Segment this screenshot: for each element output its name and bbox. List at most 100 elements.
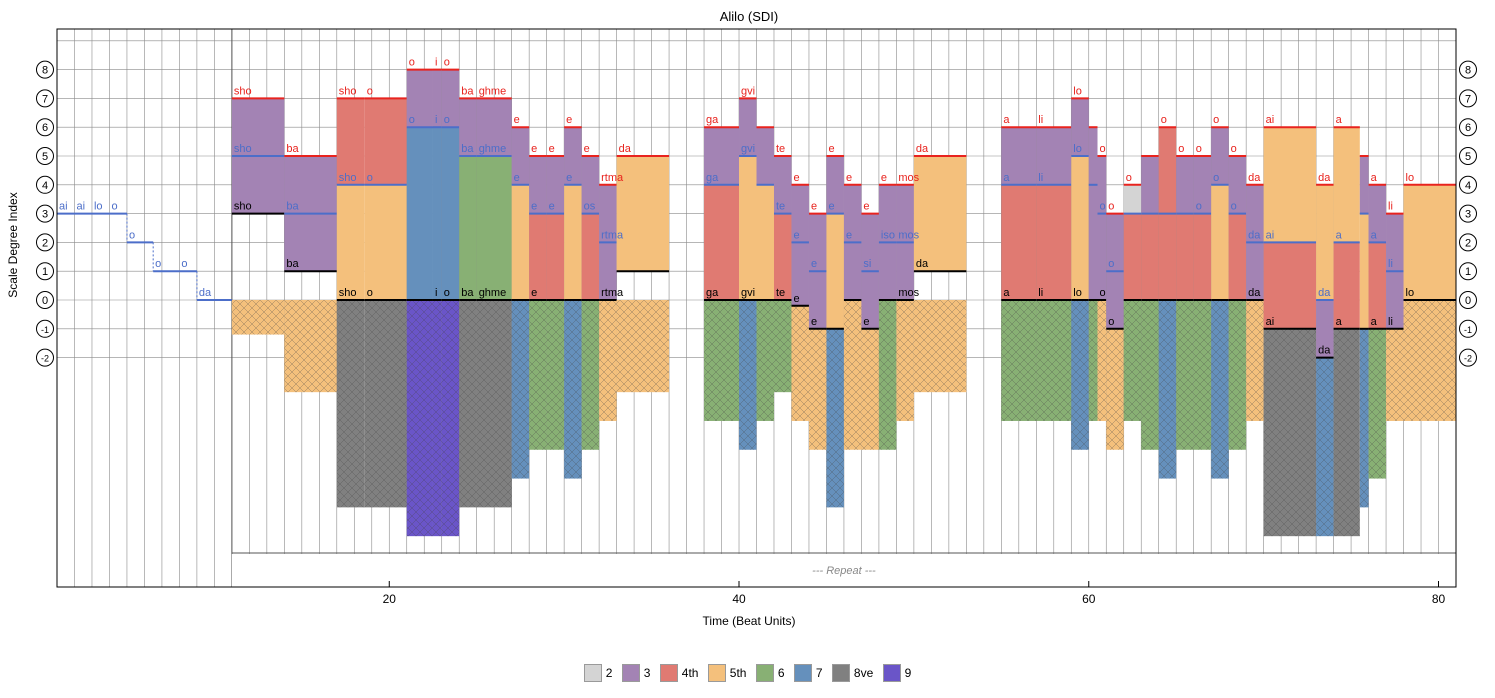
syllable-middle: rtma (601, 229, 624, 241)
chord-lower-interval (459, 156, 477, 300)
chord-lower-interval (441, 127, 460, 300)
chord-12 (564, 126, 582, 479)
chord-lower-interval (791, 242, 809, 306)
syllable-middle: o (1100, 201, 1106, 213)
syllable-bass: o (444, 287, 450, 299)
chord-8 (476, 97, 512, 508)
syllable-top: e (881, 172, 887, 184)
chord-upper-interval (231, 98, 285, 156)
chord-10 (529, 155, 547, 450)
chord-15 (616, 155, 670, 393)
chord-35 (1141, 155, 1159, 450)
legend-label-8ve: 8ve (853, 666, 874, 680)
syllable-bass: o (367, 287, 373, 299)
chord-48 (1403, 183, 1456, 421)
syllable-top: lo (1406, 172, 1415, 184)
chord-lower-interval (1228, 213, 1247, 300)
legend-item-8ve: 8ve (831, 664, 874, 682)
chord-hatch-pattern (704, 300, 740, 421)
chord-upper-interval (581, 156, 600, 214)
chord-upper-interval (432, 69, 442, 128)
y-tick-label: 3 (42, 209, 48, 221)
syllable-top: ghme (479, 85, 507, 97)
syllable-middle: da (1248, 229, 1261, 241)
y-tick-circle (1459, 262, 1477, 281)
syllable-middle: e (514, 172, 520, 184)
syllable-middle: e (566, 172, 572, 184)
axes-layer: 20 40 60 80 -2 -2 -1 -1 0 0 1 1 2 2 3 3 4 4 5 5 6 6 7 7 8 8 (36, 28, 1477, 606)
chord-hatch-pattern (1001, 300, 1037, 421)
syllable-middle: mos (898, 229, 919, 241)
chord-lower-interval (1211, 184, 1229, 300)
chord-5 (432, 68, 442, 537)
syllable-bass: sho (234, 201, 252, 213)
syllable-bass: ai (1266, 316, 1275, 328)
syllable-top: o (1161, 114, 1167, 126)
syllable-top: lo (1073, 85, 1082, 97)
syllable-middle: o (1213, 172, 1219, 184)
chord-43 (1316, 183, 1334, 537)
syllable-top: i (435, 57, 437, 69)
syllable-top: o (1178, 143, 1184, 155)
y-tick-circle (1459, 175, 1477, 194)
syllable-middle: os (584, 201, 596, 213)
chord-hatch-pattern (1141, 300, 1159, 450)
syllable-bass: ba (461, 287, 474, 299)
chord-hatch-pattern (773, 300, 792, 393)
syllable-top: a (1371, 172, 1378, 184)
y-tick-circle (36, 233, 54, 252)
syllable-middle: si (863, 258, 871, 270)
chord-hatch-pattern (1071, 300, 1089, 450)
bars-layer (231, 68, 1456, 537)
syllable-middle: o (409, 114, 415, 126)
chord-44 (1333, 126, 1360, 537)
syllable-top: o (1108, 201, 1114, 213)
syllable-top: li (1038, 114, 1043, 126)
syllable-bass: a (1003, 287, 1010, 299)
syllable-top: o (1231, 143, 1237, 155)
chord-lower-interval (1158, 213, 1177, 300)
chord-lower-interval (1333, 242, 1360, 329)
chord-lower-interval (1123, 213, 1142, 300)
syllable-bass: e (811, 316, 817, 328)
syllable-middle: e (846, 229, 852, 241)
x-tick-label: 80 (1432, 592, 1446, 606)
y-tick-circle (1459, 147, 1477, 165)
y-tick-label: 0 (1465, 295, 1471, 307)
syllable-bass: e (863, 316, 869, 328)
syllable-middle: ba (461, 143, 474, 155)
chord-hatch-pattern (599, 300, 617, 421)
legend-item-3: 3 (621, 664, 650, 682)
legend-label-2: 2 (605, 666, 613, 680)
chord-hatch-pattern (1228, 300, 1247, 450)
syllable-bass: ga (706, 287, 719, 299)
syllable-middle: lo (1073, 143, 1082, 155)
y-tick-label: 5 (1465, 151, 1471, 163)
intro-syllable: o (129, 229, 135, 241)
syllable-top: ai (1266, 114, 1275, 126)
chord-32 (1097, 155, 1107, 421)
syllable-middle: sho (339, 172, 357, 184)
chord-upper-interval (1263, 127, 1317, 243)
chord-hatch-pattern (1263, 328, 1317, 537)
chord-31 (1088, 126, 1098, 421)
syllable-bass: gvi (741, 287, 755, 299)
syllable-bass: a (1371, 316, 1378, 328)
chord-lower-interval (704, 184, 740, 300)
chord-lower-interval (756, 184, 774, 300)
chord-hatch-pattern (364, 300, 407, 508)
syllable-top: e (811, 201, 817, 213)
chord-lower-interval (1176, 213, 1194, 300)
syllable-top: sho (234, 85, 252, 97)
x-tick-label: 40 (732, 592, 746, 606)
chord-upper-interval (791, 184, 809, 243)
chord-hatch-pattern (476, 300, 512, 508)
syllable-top: da (619, 143, 632, 155)
syllable-bass: mos (898, 287, 919, 299)
chord-lower-interval (564, 184, 582, 300)
chord-upper-interval (336, 98, 365, 185)
chord-upper-interval (773, 156, 792, 214)
chord-lower-interval (808, 271, 827, 329)
syllable-middle: e (549, 201, 555, 213)
chord-lower-interval (861, 271, 879, 329)
